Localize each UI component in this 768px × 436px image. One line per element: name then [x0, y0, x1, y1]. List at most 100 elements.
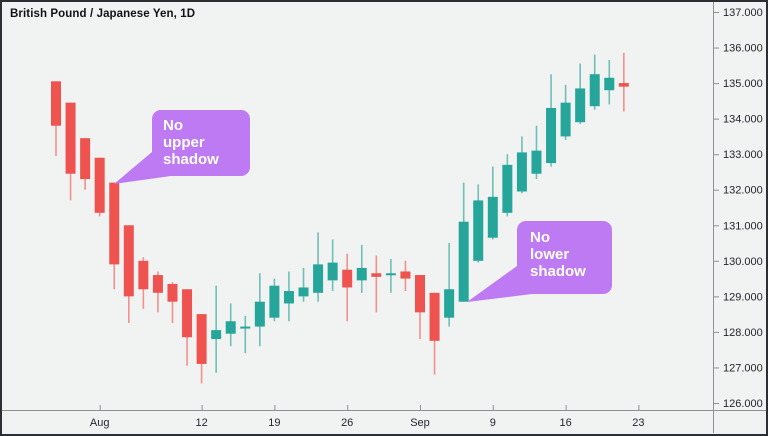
candle-body: [502, 164, 513, 213]
candle-wick: [448, 243, 450, 327]
time-axis-label: 12: [195, 417, 207, 429]
time-axis-label: 19: [268, 417, 280, 429]
candle-body: [167, 283, 178, 302]
price-axis-label: 136.000: [723, 43, 763, 55]
candle-body: [400, 271, 411, 279]
symbol-title: British Pound / Japanese Yen, 1D: [10, 8, 196, 20]
price-axis-tick: [714, 12, 719, 13]
time-axis-tick: [565, 405, 567, 410]
price-axis-tick: [714, 296, 719, 298]
candle-body: [560, 102, 571, 137]
time-axis[interactable]: Aug 12 19 26 Sep 9 16 23: [90, 405, 645, 429]
candle-body: [94, 157, 105, 213]
price-axis-label: 127.000: [723, 362, 763, 374]
candle-body: [211, 330, 222, 340]
time-axis-label: 26: [341, 417, 353, 429]
candle-body: [604, 77, 615, 91]
candle-wick: [346, 253, 348, 322]
candle-body: [356, 267, 367, 281]
price-axis-label: 132.000: [723, 185, 763, 197]
price-axis-tick: [714, 83, 719, 85]
candle-body: [473, 200, 484, 261]
candle-body: [546, 107, 557, 164]
candle-body: [444, 289, 455, 318]
candle-body: [152, 275, 163, 293]
callout-tail: [114, 152, 178, 184]
price-axis-tick: [714, 118, 719, 120]
time-axis-tick: [201, 405, 203, 410]
candle-body: [254, 301, 265, 327]
time-axis-separator: [0, 410, 768, 411]
time-axis-tick: [638, 405, 640, 410]
candle-wick: [171, 282, 174, 324]
callout-no-lower-shadow: No lower shadow: [517, 221, 612, 294]
candle-body: [196, 314, 207, 364]
candle-body: [313, 264, 324, 293]
price-axis-label: 137.000: [723, 7, 763, 19]
candle-wick: [302, 267, 305, 302]
time-axis-tick: [347, 405, 349, 410]
price-axis-tick: [714, 367, 719, 369]
candle-body: [65, 102, 76, 174]
candle-wick: [623, 52, 625, 112]
time-axis-label: 16: [559, 417, 571, 429]
candle-body: [531, 150, 542, 174]
candle-body: [327, 262, 338, 281]
price-axis-label: 130.000: [723, 256, 763, 268]
candles-layer: [51, 52, 629, 384]
price-axis-tick: [714, 225, 719, 227]
price-axis-label: 133.000: [723, 149, 763, 161]
candle-body: [575, 88, 586, 123]
price-axis-label: 126.000: [723, 398, 763, 410]
price-axis-label: 131.000: [723, 220, 763, 232]
price-axis-label: 128.000: [723, 327, 763, 339]
candle-wick: [215, 285, 217, 373]
candle-body: [458, 221, 469, 302]
time-axis-tick: [99, 405, 101, 410]
candle-body: [283, 291, 294, 304]
time-axis-tick: [274, 405, 276, 410]
candle-body: [240, 326, 251, 329]
candle-body: [385, 273, 396, 276]
price-axis-label: 129.000: [723, 291, 763, 303]
candle-body: [51, 81, 61, 126]
time-axis-tick: [492, 405, 494, 410]
candle-body: [516, 152, 527, 192]
candle-body: [487, 196, 498, 238]
candle-body: [589, 74, 600, 107]
price-axis-tick: [714, 154, 719, 156]
candle-body: [80, 138, 91, 180]
time-axis-label: 23: [632, 417, 644, 429]
candle-body: [415, 275, 425, 313]
candle-body: [225, 321, 236, 334]
candle-body: [182, 289, 193, 338]
price-axis-tick: [714, 403, 719, 404]
candle-body: [342, 269, 353, 288]
price-axis-separator: [713, 0, 714, 433]
candle-body: [123, 225, 134, 297]
price-axis-tick: [714, 331, 719, 333]
candle-body: [269, 285, 280, 318]
candle-wick: [375, 255, 378, 313]
candle-body: [371, 273, 382, 277]
candle-body: [109, 182, 120, 265]
time-axis-label: Sep: [410, 417, 430, 429]
time-axis-label: 9: [490, 417, 496, 429]
callout-no-upper-shadow: No upper shadow: [152, 110, 250, 176]
price-axis[interactable]: 137.000 136.000 135.000 134.000 133.000 132.0…: [714, 7, 763, 410]
time-axis-tick: [420, 405, 421, 410]
candle-body: [298, 287, 309, 297]
price-axis-tick: [714, 189, 719, 191]
candle-wick: [244, 315, 247, 354]
price-axis-tick: [714, 260, 719, 262]
candle-body: [618, 83, 629, 87]
candle-wick: [390, 259, 392, 293]
price-axis-label: 135.000: [723, 78, 763, 90]
candle-body: [138, 260, 149, 290]
price-axis-label: 134.000: [723, 114, 763, 126]
time-axis-label: Aug: [90, 417, 110, 429]
candle-body: [429, 292, 440, 341]
price-axis-tick: [714, 47, 719, 49]
